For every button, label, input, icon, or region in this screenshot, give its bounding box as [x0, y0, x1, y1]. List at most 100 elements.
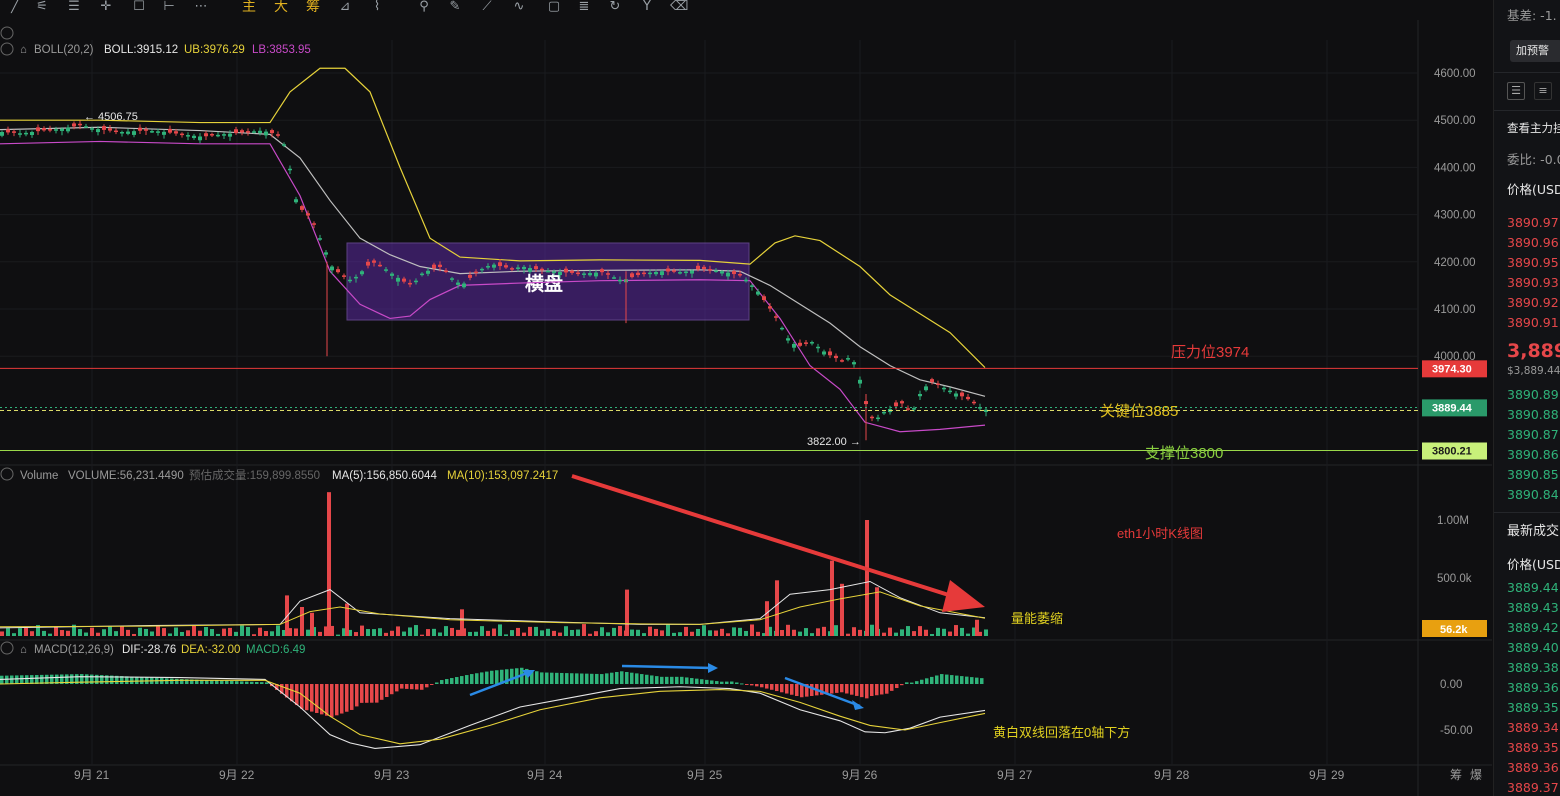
orderbook-row[interactable]: 3890.86 [1507, 447, 1559, 462]
orderbook-row[interactable]: 3890.92 [1507, 295, 1559, 310]
x-tick-label: 9月 24 [527, 768, 563, 782]
macd-dea-line [0, 679, 986, 745]
macd-tick-label: -50.00 [1440, 725, 1473, 737]
fork-tool-icon[interactable]: Y [643, 0, 651, 14]
candle-body [726, 272, 730, 277]
macd-hist-bar [300, 684, 304, 709]
asks-view-icon[interactable]: ≡ [1534, 82, 1552, 100]
chart-canvas[interactable]: 9月 21 9月 22 9月 23 9月 24 9月 25 9月 26 9月 27 9月 28… [0, 0, 1492, 796]
macd-hist-bar [535, 671, 539, 684]
volume-bar [875, 587, 879, 636]
rect-tool-icon[interactable]: ☐ [133, 0, 145, 14]
candle-body [666, 268, 670, 272]
candle-body [678, 272, 682, 274]
candle-body [768, 306, 772, 309]
macd-hist-bar [285, 684, 289, 698]
orderbook-row[interactable]: 3890.89 [1507, 387, 1559, 402]
macd-hist-bar [975, 677, 979, 684]
candle-body [294, 199, 298, 203]
divergence-arrow [784, 676, 861, 708]
last-price-usd: $3,889.44 [1507, 365, 1560, 377]
volume-bar [72, 624, 76, 636]
candle-body [588, 273, 592, 276]
macd-hist-bar [380, 684, 384, 700]
path-tool-icon[interactable]: ⟋ [482, 0, 492, 14]
orderbook-row[interactable]: 3890.93 [1507, 275, 1559, 290]
measure-tool-icon[interactable]: ⊢ [163, 0, 175, 14]
candle-body [822, 351, 826, 355]
macd-hist-bar [595, 673, 599, 684]
more-tool-icon[interactable]: ⋯ [194, 0, 208, 14]
orderbook-row[interactable]: 3890.96 [1507, 235, 1559, 250]
volume-bar [306, 629, 310, 636]
trades-title: 最新成交 [1507, 524, 1560, 539]
orderbook-row[interactable]: 3890.85 [1507, 467, 1559, 482]
pin-tool-icon[interactable]: ⚲ [419, 0, 429, 14]
orderbook-row[interactable]: 3890.97 [1507, 215, 1559, 230]
wave-tool-icon[interactable]: ∿ [513, 0, 525, 14]
volume-bar [822, 626, 826, 636]
grid-tool-icon[interactable]: ☰ [68, 0, 80, 14]
divergence-arrow [621, 664, 713, 670]
orderbook-row[interactable]: 3890.87 [1507, 427, 1559, 442]
line-tool-icon[interactable]: ╱ [11, 0, 19, 14]
macd-hist-bar [460, 676, 464, 684]
volume-bar [804, 628, 808, 636]
volume-bar [642, 633, 646, 636]
macd-hist-bar [905, 682, 909, 684]
macd-hist-bar [210, 680, 214, 684]
volume-bar [414, 625, 418, 636]
volume-bar [588, 633, 592, 636]
magnet-tool-icon[interactable]: ↻ [609, 0, 621, 14]
macd-hist-bar [450, 678, 454, 684]
volume-bar [468, 631, 472, 636]
x-tick-label: 9月 26 [842, 768, 878, 782]
draw-tool-icon[interactable]: ⚟ [36, 0, 48, 14]
volume-bar [756, 631, 760, 636]
add-alert-button[interactable]: 加预警 [1510, 40, 1560, 62]
price-header: 价格(USD [1507, 182, 1560, 197]
macd-hist-bar [645, 674, 649, 684]
volume-bar [234, 631, 238, 636]
orderbook-view-icon[interactable]: ☰ [1507, 82, 1525, 100]
brush-tool-icon[interactable]: ⌇ [373, 0, 381, 14]
toolbar-indicator[interactable]: 筹 [306, 0, 320, 15]
volume-bar [36, 625, 40, 636]
candle-body [972, 401, 976, 404]
text-tool-icon[interactable]: ▢ [547, 0, 561, 14]
volume-bar [84, 632, 88, 636]
candle-body [648, 272, 652, 275]
macd-hist-bar [965, 676, 969, 684]
fib-tool-icon[interactable]: ≣ [578, 0, 590, 14]
candle-body [492, 264, 496, 268]
macd-hist-bar [890, 684, 894, 691]
macd-hist-bar [365, 684, 369, 703]
orderbook-row[interactable]: 3890.84 [1507, 487, 1559, 502]
toolbar-indicator[interactable]: 主 [242, 0, 256, 15]
volume-bar [310, 612, 314, 636]
macd-hist-bar [390, 684, 394, 695]
orderbook-row[interactable]: 3890.88 [1507, 407, 1559, 422]
volume-value: VOLUME:56,231.4490 [68, 470, 184, 482]
candle-body [630, 273, 634, 278]
volume-ma5-line [0, 580, 986, 629]
orderbook-row[interactable]: 3890.91 [1507, 315, 1559, 330]
volume-bar [948, 631, 952, 636]
candle-body [456, 282, 460, 285]
macd-hist-bar [60, 674, 64, 684]
trash-tool-icon[interactable]: ⌫ [670, 0, 689, 14]
candle-body [30, 132, 34, 136]
volume-bar [180, 631, 184, 636]
pencil-tool-icon[interactable]: ✎ [449, 0, 461, 14]
volume-bar [360, 625, 364, 636]
candle-body [450, 278, 454, 280]
collapse-icon [0, 26, 14, 40]
trade-row: 3889.38 [1507, 660, 1559, 675]
low-marker: 3822.00 → [807, 436, 861, 448]
volume-bar [708, 630, 712, 636]
main-flow-link[interactable]: 查看主力挂 [1507, 121, 1560, 135]
ruler-tool-icon[interactable]: ⊿ [339, 0, 351, 14]
crosshair-tool-icon[interactable]: ✛ [100, 0, 112, 14]
orderbook-row[interactable]: 3890.95 [1507, 255, 1559, 270]
toolbar-indicator[interactable]: 大 [274, 0, 288, 15]
